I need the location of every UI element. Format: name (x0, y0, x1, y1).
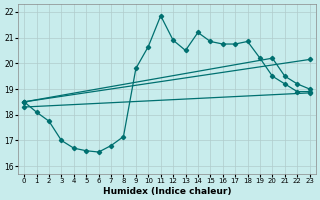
X-axis label: Humidex (Indice chaleur): Humidex (Indice chaleur) (103, 187, 231, 196)
